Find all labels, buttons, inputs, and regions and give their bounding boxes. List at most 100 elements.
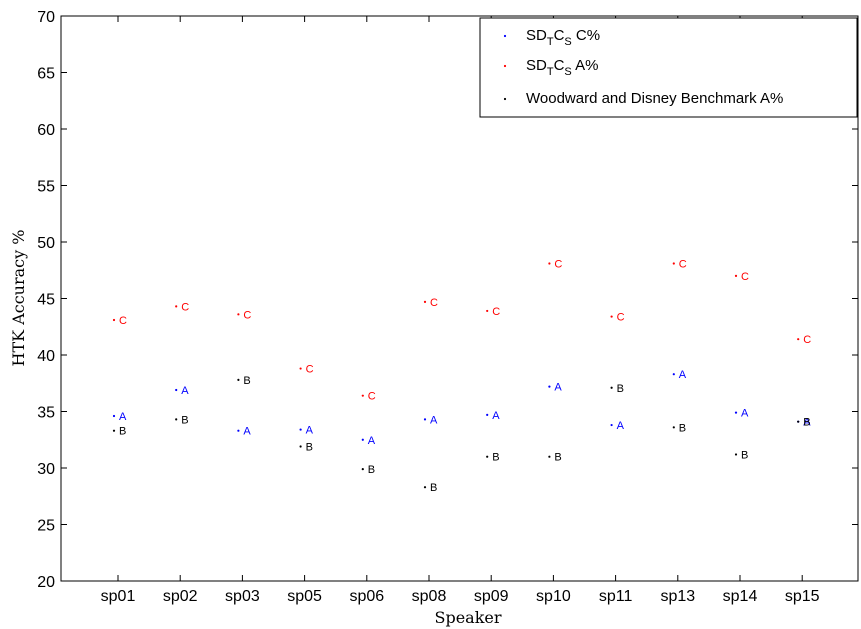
data-point [299,445,302,448]
point-label: B [181,414,188,426]
data-point [548,455,551,458]
data-point [237,429,240,432]
point-label: A [119,411,127,423]
point-label: A [243,426,251,438]
data-point [734,274,738,277]
data-points: A A A A A A A A A A A A C C C C C C C C C C C C B B B B B B B B B B B B [112,258,811,494]
x-tick-label: sp10 [536,588,571,605]
point-label: A [430,414,438,426]
y-tick-label: 40 [37,348,55,365]
data-point [299,367,302,370]
point-label: B [243,375,250,387]
point-label: C [181,301,189,313]
x-tick-label: sp11 [599,588,633,605]
data-point [361,438,364,441]
point-label: B [617,383,624,395]
point-label: C [119,315,127,327]
data-point [112,318,116,322]
legend-label: SDTCS C% [526,27,600,48]
data-point [797,338,800,341]
point-label: C [617,312,625,324]
point-label: B [306,442,313,454]
y-tick-label: 70 [37,9,55,26]
y-tick-label: 60 [37,122,55,139]
point-label: B [368,464,375,476]
y-axis: 20 25 30 35 40 45 50 55 60 65 70 [37,9,858,591]
point-label: C [430,297,438,309]
point-label: A [617,420,625,432]
y-tick-label: 30 [37,461,55,478]
x-tick-label: sp05 [287,588,322,605]
y-axis-title: HTK Accuracy % [9,230,28,367]
data-point [112,429,116,432]
point-label: A [679,369,687,381]
data-point [423,418,427,421]
point-label: A [803,417,811,429]
point-label: A [492,410,500,422]
x-axis: sp01 sp02 sp03 sp05 sp06 sp08 sp09 sp10 sp11 sp13… [101,16,820,605]
data-point [797,420,800,423]
point-label: C [803,334,811,346]
y-tick-label: 25 [37,518,55,535]
legend-label: Woodward and Disney Benchmark A% [526,90,783,107]
x-tick-label: sp14 [723,588,758,605]
data-point [486,455,489,458]
point-label: B [492,452,499,464]
data-point [423,486,427,489]
data-point [610,315,613,318]
data-point [299,428,302,431]
data-point [175,418,178,421]
legend-marker [503,34,507,38]
x-tick-label: sp03 [225,588,260,605]
data-point [112,414,116,418]
point-label: A [306,425,314,437]
data-point [548,385,551,388]
data-point [361,468,364,471]
data-point [672,426,675,429]
data-point [672,373,675,376]
data-point [672,262,675,265]
x-tick-label: sp08 [412,588,447,605]
x-tick-label: sp02 [163,588,198,605]
y-tick-label: 20 [37,574,55,591]
point-label: A [181,385,189,397]
data-point [486,413,489,416]
data-point [361,394,364,397]
x-tick-label: sp09 [474,588,509,605]
point-label: C [368,391,376,403]
data-point [734,453,738,456]
legend-label: SDTCS A% [526,57,598,78]
point-label: C [679,258,687,270]
point-label: C [243,309,251,321]
x-tick-label: sp01 [101,588,136,605]
y-tick-label: 45 [37,292,55,309]
y-tick-label: 65 [37,66,55,83]
data-point [237,313,240,316]
point-label: B [430,482,437,494]
point-label: A [741,408,749,420]
legend-marker [503,97,507,101]
y-tick-label: 55 [37,179,55,196]
data-point [486,309,489,313]
point-label: B [554,452,561,464]
data-point [610,423,613,427]
point-label: B [741,449,748,461]
data-point [423,300,427,303]
legend-marker [503,64,507,68]
y-tick-label: 35 [37,405,55,422]
data-point [548,262,551,265]
legend-box [479,17,858,118]
point-label: C [554,258,562,270]
point-label: C [741,271,749,283]
y-tick-label: 50 [37,235,55,252]
data-point [610,386,613,389]
x-tick-label: sp15 [785,588,820,605]
data-point [237,378,240,381]
point-label: C [492,306,500,318]
x-axis-title: Speaker [434,608,501,627]
legend: SDTCS C% SDTCS A% Woodward and Disney Benc… [479,17,858,118]
point-label: B [679,422,686,434]
data-point [175,305,178,308]
point-label: A [554,382,562,394]
